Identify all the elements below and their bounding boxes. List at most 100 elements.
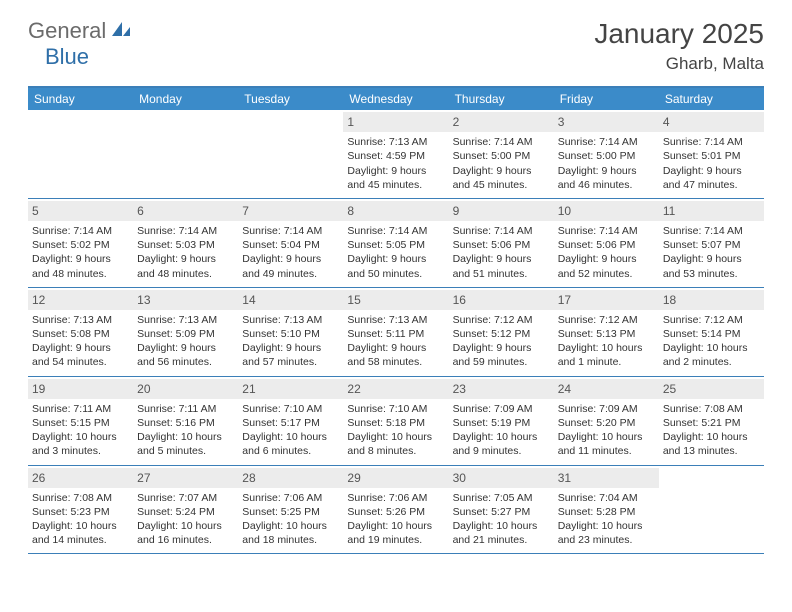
daylight-text: and 23 minutes. (558, 533, 655, 547)
day-number: 1 (343, 112, 448, 132)
week-row: 26Sunrise: 7:08 AMSunset: 5:23 PMDayligh… (28, 466, 764, 555)
day-cell: 24Sunrise: 7:09 AMSunset: 5:20 PMDayligh… (554, 377, 659, 465)
daylight-text: Daylight: 9 hours (453, 341, 550, 355)
sunrise-text: Sunrise: 7:10 AM (242, 402, 339, 416)
sunrise-text: Sunrise: 7:08 AM (32, 491, 129, 505)
daylight-text: and 45 minutes. (453, 178, 550, 192)
sunrise-text: Sunrise: 7:12 AM (558, 313, 655, 327)
day-cell: 28Sunrise: 7:06 AMSunset: 5:25 PMDayligh… (238, 466, 343, 554)
week-row: 12Sunrise: 7:13 AMSunset: 5:08 PMDayligh… (28, 288, 764, 377)
daylight-text: and 52 minutes. (558, 267, 655, 281)
day-number: 20 (133, 379, 238, 399)
daylight-text: and 11 minutes. (558, 444, 655, 458)
daylight-text: Daylight: 10 hours (242, 519, 339, 533)
day-number: 19 (28, 379, 133, 399)
sunrise-text: Sunrise: 7:07 AM (137, 491, 234, 505)
day-number: 9 (449, 201, 554, 221)
daylight-text: and 57 minutes. (242, 355, 339, 369)
daylight-text: Daylight: 10 hours (453, 430, 550, 444)
sunrise-text: Sunrise: 7:14 AM (453, 224, 550, 238)
daylight-text: Daylight: 10 hours (663, 430, 760, 444)
sunset-text: Sunset: 5:09 PM (137, 327, 234, 341)
day-number: 5 (28, 201, 133, 221)
sunrise-text: Sunrise: 7:11 AM (32, 402, 129, 416)
sunrise-text: Sunrise: 7:14 AM (663, 224, 760, 238)
daylight-text: and 49 minutes. (242, 267, 339, 281)
daylight-text: Daylight: 9 hours (242, 341, 339, 355)
sunset-text: Sunset: 5:01 PM (663, 149, 760, 163)
logo-text-blue: Blue (45, 44, 89, 69)
day-number: 18 (659, 290, 764, 310)
week-row: 1Sunrise: 7:13 AMSunset: 4:59 PMDaylight… (28, 110, 764, 199)
day-cell: 8Sunrise: 7:14 AMSunset: 5:05 PMDaylight… (343, 199, 448, 287)
day-cell: 1Sunrise: 7:13 AMSunset: 4:59 PMDaylight… (343, 110, 448, 198)
day-cell (238, 110, 343, 198)
header: General January 2025 Gharb, Malta (0, 0, 792, 78)
sunset-text: Sunset: 5:26 PM (347, 505, 444, 519)
daylight-text: and 9 minutes. (453, 444, 550, 458)
sail-icon (110, 20, 132, 43)
sunset-text: Sunset: 5:27 PM (453, 505, 550, 519)
daylight-text: and 14 minutes. (32, 533, 129, 547)
day-number: 6 (133, 201, 238, 221)
day-number: 28 (238, 468, 343, 488)
sunrise-text: Sunrise: 7:06 AM (347, 491, 444, 505)
daylight-text: and 18 minutes. (242, 533, 339, 547)
day-cell: 25Sunrise: 7:08 AMSunset: 5:21 PMDayligh… (659, 377, 764, 465)
daylight-text: Daylight: 9 hours (32, 252, 129, 266)
week-row: 19Sunrise: 7:11 AMSunset: 5:15 PMDayligh… (28, 377, 764, 466)
weekday-row: SundayMondayTuesdayWednesdayThursdayFrid… (28, 88, 764, 110)
daylight-text: and 59 minutes. (453, 355, 550, 369)
daylight-text: and 2 minutes. (663, 355, 760, 369)
day-cell: 20Sunrise: 7:11 AMSunset: 5:16 PMDayligh… (133, 377, 238, 465)
daylight-text: Daylight: 10 hours (32, 519, 129, 533)
day-cell: 29Sunrise: 7:06 AMSunset: 5:26 PMDayligh… (343, 466, 448, 554)
daylight-text: and 13 minutes. (663, 444, 760, 458)
daylight-text: Daylight: 10 hours (558, 430, 655, 444)
weekday-header: Thursday (449, 88, 554, 110)
day-cell: 16Sunrise: 7:12 AMSunset: 5:12 PMDayligh… (449, 288, 554, 376)
day-cell: 27Sunrise: 7:07 AMSunset: 5:24 PMDayligh… (133, 466, 238, 554)
day-number: 25 (659, 379, 764, 399)
title-block: January 2025 Gharb, Malta (594, 18, 764, 74)
sunrise-text: Sunrise: 7:14 AM (242, 224, 339, 238)
daylight-text: Daylight: 10 hours (347, 430, 444, 444)
daylight-text: and 16 minutes. (137, 533, 234, 547)
day-number: 15 (343, 290, 448, 310)
sunrise-text: Sunrise: 7:11 AM (137, 402, 234, 416)
daylight-text: Daylight: 9 hours (32, 341, 129, 355)
day-number: 21 (238, 379, 343, 399)
sunrise-text: Sunrise: 7:14 AM (663, 135, 760, 149)
sunset-text: Sunset: 5:00 PM (558, 149, 655, 163)
daylight-text: Daylight: 10 hours (137, 519, 234, 533)
sunset-text: Sunset: 5:16 PM (137, 416, 234, 430)
sunset-text: Sunset: 5:00 PM (453, 149, 550, 163)
sunset-text: Sunset: 5:17 PM (242, 416, 339, 430)
sunrise-text: Sunrise: 7:05 AM (453, 491, 550, 505)
daylight-text: and 48 minutes. (137, 267, 234, 281)
logo-text-blue-wrap: Blue (45, 44, 89, 70)
daylight-text: and 54 minutes. (32, 355, 129, 369)
daylight-text: and 51 minutes. (453, 267, 550, 281)
weeks-container: 1Sunrise: 7:13 AMSunset: 4:59 PMDaylight… (28, 110, 764, 554)
day-number: 7 (238, 201, 343, 221)
sunrise-text: Sunrise: 7:08 AM (663, 402, 760, 416)
sunset-text: Sunset: 5:14 PM (663, 327, 760, 341)
day-cell: 15Sunrise: 7:13 AMSunset: 5:11 PMDayligh… (343, 288, 448, 376)
daylight-text: Daylight: 9 hours (663, 164, 760, 178)
day-number: 24 (554, 379, 659, 399)
day-cell: 7Sunrise: 7:14 AMSunset: 5:04 PMDaylight… (238, 199, 343, 287)
sunset-text: Sunset: 5:06 PM (558, 238, 655, 252)
day-cell (133, 110, 238, 198)
sunset-text: Sunset: 5:05 PM (347, 238, 444, 252)
sunrise-text: Sunrise: 7:09 AM (453, 402, 550, 416)
day-cell (28, 110, 133, 198)
day-number: 31 (554, 468, 659, 488)
day-cell: 30Sunrise: 7:05 AMSunset: 5:27 PMDayligh… (449, 466, 554, 554)
day-number: 14 (238, 290, 343, 310)
sunrise-text: Sunrise: 7:13 AM (137, 313, 234, 327)
sunset-text: Sunset: 5:07 PM (663, 238, 760, 252)
daylight-text: and 5 minutes. (137, 444, 234, 458)
sunset-text: Sunset: 5:06 PM (453, 238, 550, 252)
day-number: 30 (449, 468, 554, 488)
